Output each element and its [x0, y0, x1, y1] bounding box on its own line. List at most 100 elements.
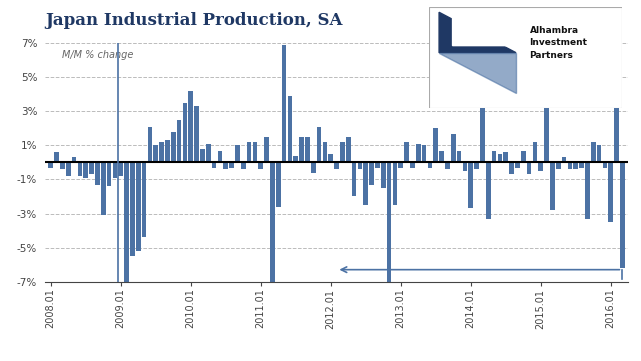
Bar	[585, 162, 590, 219]
Bar	[66, 162, 71, 176]
Bar	[597, 145, 601, 162]
Bar	[352, 162, 356, 196]
Bar	[183, 103, 187, 162]
Bar	[392, 162, 397, 205]
Bar	[194, 106, 199, 162]
Bar	[562, 157, 567, 162]
Bar	[521, 151, 526, 162]
Bar	[497, 154, 502, 162]
Bar	[159, 142, 164, 162]
Bar	[428, 162, 432, 168]
Bar	[270, 162, 275, 282]
Bar	[106, 162, 112, 186]
Bar	[48, 162, 53, 168]
Bar	[147, 127, 152, 162]
Polygon shape	[439, 53, 516, 93]
Bar	[206, 144, 210, 162]
Bar	[171, 132, 176, 162]
Bar	[95, 162, 100, 184]
Text: M/M % change: M/M % change	[62, 51, 134, 61]
Bar	[387, 162, 392, 282]
Bar	[608, 162, 613, 222]
Bar	[381, 162, 385, 188]
Bar	[153, 145, 158, 162]
Bar	[299, 137, 304, 162]
Bar	[188, 91, 193, 162]
Bar	[253, 142, 257, 162]
Bar	[503, 152, 508, 162]
Bar	[358, 162, 362, 169]
Bar	[433, 129, 438, 162]
Bar	[422, 145, 426, 162]
Bar	[480, 108, 485, 162]
Bar	[113, 162, 117, 178]
Bar	[294, 156, 298, 162]
Bar	[241, 162, 246, 169]
Bar	[515, 162, 520, 168]
Bar	[410, 162, 415, 168]
Bar	[89, 162, 94, 174]
Bar	[492, 151, 496, 162]
Bar	[538, 162, 543, 171]
Bar	[165, 140, 170, 162]
Bar	[177, 120, 181, 162]
Bar	[620, 162, 625, 268]
Bar	[346, 137, 351, 162]
Bar	[469, 162, 473, 208]
Bar	[142, 162, 146, 237]
Bar	[334, 162, 339, 169]
Bar	[229, 162, 234, 168]
Bar	[556, 162, 560, 169]
Bar	[119, 162, 123, 176]
Bar	[404, 142, 409, 162]
Bar	[60, 162, 65, 169]
Bar	[217, 151, 222, 162]
Bar	[550, 162, 554, 210]
Bar	[83, 162, 88, 178]
Bar	[305, 137, 310, 162]
Bar	[573, 162, 578, 169]
Bar	[136, 162, 140, 251]
Bar	[322, 142, 327, 162]
Bar	[544, 100, 549, 162]
Bar	[445, 162, 450, 169]
Bar	[101, 162, 106, 215]
Bar	[416, 144, 420, 162]
Bar	[486, 162, 490, 219]
Bar	[527, 162, 531, 174]
Bar	[276, 162, 281, 207]
Bar	[451, 134, 456, 162]
Bar	[533, 142, 537, 162]
Polygon shape	[453, 17, 516, 45]
Bar	[328, 154, 333, 162]
Polygon shape	[439, 12, 516, 53]
Bar	[591, 142, 595, 162]
Bar	[439, 151, 444, 162]
Bar	[223, 162, 228, 169]
Bar	[509, 162, 514, 174]
Bar	[474, 162, 479, 169]
Bar	[603, 162, 607, 168]
Bar	[369, 162, 374, 184]
Bar	[614, 106, 619, 162]
Bar	[258, 162, 263, 169]
Bar	[124, 162, 129, 282]
Text: Alhambra
Investment
Partners: Alhambra Investment Partners	[529, 26, 587, 60]
Bar	[463, 162, 467, 171]
Text: Japan Industrial Production, SA: Japan Industrial Production, SA	[45, 12, 342, 29]
Bar	[281, 45, 287, 162]
Bar	[247, 142, 251, 162]
Bar	[375, 162, 379, 168]
Bar	[317, 127, 321, 162]
Bar	[212, 162, 217, 168]
Bar	[456, 151, 462, 162]
Bar	[398, 162, 403, 168]
Bar	[72, 157, 76, 162]
Bar	[288, 96, 292, 162]
Bar	[235, 145, 240, 162]
Bar	[567, 162, 572, 169]
Bar	[54, 152, 59, 162]
Bar	[264, 137, 269, 162]
Bar	[579, 162, 584, 168]
Bar	[340, 142, 345, 162]
